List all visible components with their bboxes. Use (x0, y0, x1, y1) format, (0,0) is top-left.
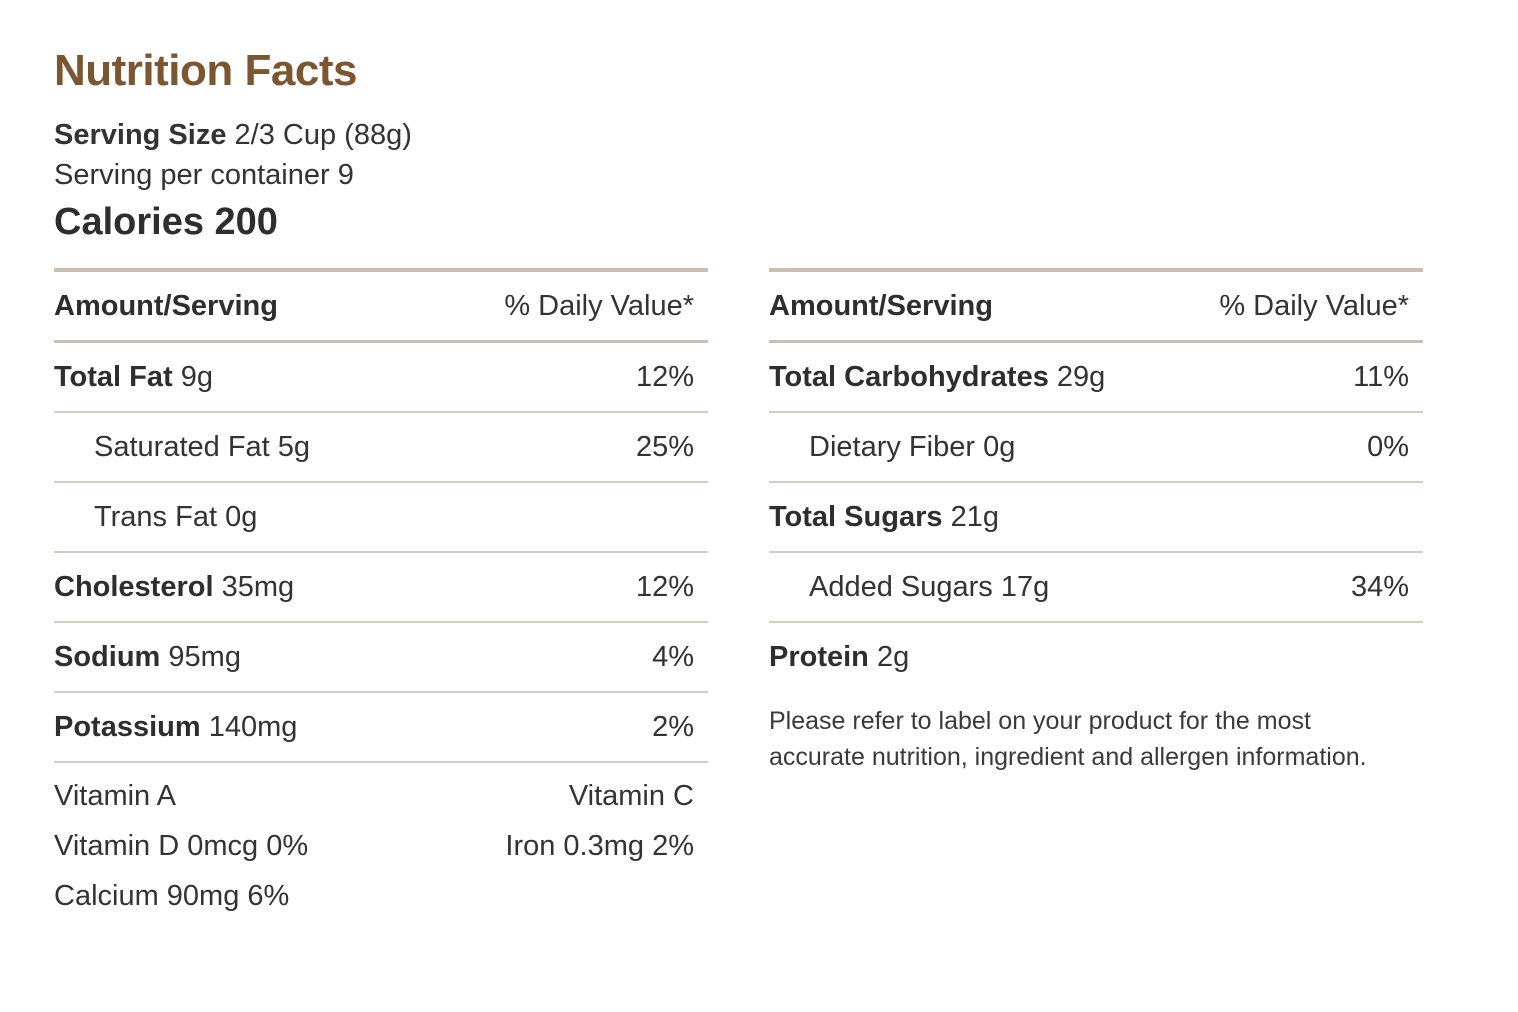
divider (54, 340, 708, 343)
divider (769, 551, 1423, 553)
servings-per-container: Serving per container 9 (54, 159, 354, 191)
nutrient-row-dietary-fiber: Dietary Fiber 0g 0% (769, 413, 1423, 481)
nutrient-amount: 21g (950, 500, 999, 533)
nutrient-name: Saturated Fat (94, 430, 270, 463)
nutrient-daily-value: 4% (652, 640, 694, 673)
vitamin-row: Calcium 90mg 6% (54, 871, 708, 921)
divider (769, 481, 1423, 483)
nutrient-row-total-carbohydrates: Total Carbohydrates 29g 11% (769, 343, 1423, 411)
nutrient-amount: 9g (180, 360, 214, 393)
nutrient-amount: 2g (876, 640, 910, 673)
serving-size-value: 2/3 Cup (88g) (234, 119, 412, 151)
nutrient-row-sodium: Sodium 95mg 4% (54, 623, 708, 691)
table-header: Amount/Serving % Daily Value* (54, 272, 708, 340)
divider (54, 268, 708, 272)
nutrient-name: Total Carbohydrates (769, 360, 1049, 393)
serving-size: Serving Size 2/3 Cup (88g) (54, 116, 412, 154)
vitamin-item: Vitamin C (568, 780, 694, 812)
nutrient-row-cholesterol: Cholesterol 35mg 12% (54, 553, 708, 621)
nutrient-row-potassium: Potassium 140mg 2% (54, 693, 708, 761)
nutrient-daily-value: 12% (635, 360, 694, 393)
nutrient-amount: 29g (1056, 360, 1106, 393)
nutrient-row-protein: Protein 2g (769, 623, 1423, 691)
vitamin-item: Vitamin D 0mcg 0% (54, 830, 309, 862)
nutrient-row-added-sugars: Added Sugars 17g 34% (769, 553, 1423, 621)
vitamins-list: Vitamin A Vitamin C Vitamin D 0mcg 0% Ir… (54, 763, 708, 921)
nutrient-name: Dietary Fiber (809, 430, 975, 463)
daily-value-header: % Daily Value* (504, 289, 694, 322)
table-header: Amount/Serving % Daily Value* (769, 272, 1423, 340)
nutrient-name: Total Sugars (769, 500, 943, 533)
nutrient-amount: 95mg (168, 640, 241, 673)
nutrient-row-total-fat: Total Fat 9g 12% (54, 343, 708, 411)
daily-value-header: % Daily Value* (1219, 289, 1409, 322)
nutrient-amount: 35mg (221, 570, 295, 603)
nutrient-name: Potassium (54, 710, 201, 743)
nutrient-daily-value: 34% (1350, 570, 1409, 603)
vitamin-row: Vitamin A Vitamin C (54, 771, 708, 821)
nutrient-amount: 140mg (208, 710, 298, 743)
nutrition-panel-left: Amount/Serving % Daily Value* Total Fat … (54, 268, 708, 921)
nutrient-name: Sodium (54, 640, 161, 673)
nutrient-name: Protein (769, 640, 869, 673)
nutrient-row-saturated-fat: Saturated Fat 5g 25% (54, 413, 708, 481)
nutrient-amount: 5g (277, 430, 311, 463)
nutrient-amount: 0g (983, 430, 1016, 463)
divider (769, 411, 1423, 413)
page-title: Nutrition Facts (54, 46, 357, 95)
nutrient-daily-value: 25% (635, 430, 694, 463)
nutrient-daily-value: 11% (1353, 360, 1409, 393)
divider (54, 621, 708, 623)
nutrient-daily-value: 0% (1367, 430, 1409, 463)
nutrient-name: Trans Fat (94, 500, 218, 533)
divider (54, 411, 708, 413)
serving-size-label: Serving Size (54, 119, 227, 151)
nutrient-amount: 17g (1000, 570, 1050, 603)
nutrient-row-trans-fat: Trans Fat 0g (54, 483, 708, 551)
divider (54, 761, 708, 763)
nutrient-amount: 0g (225, 500, 258, 533)
nutrient-daily-value: 12% (635, 570, 694, 603)
vitamin-item: Vitamin A (54, 780, 176, 812)
divider (769, 621, 1423, 623)
amount-per-serving-header: Amount/Serving (54, 289, 278, 322)
divider (769, 340, 1423, 343)
vitamin-item: Calcium 90mg 6% (54, 880, 290, 912)
nutrient-name: Added Sugars (809, 570, 993, 603)
divider (769, 268, 1423, 272)
vitamin-item: Iron 0.3mg 2% (505, 830, 694, 862)
nutrient-name: Cholesterol (54, 570, 214, 603)
divider (54, 691, 708, 693)
nutrient-row-total-sugars: Total Sugars 21g (769, 483, 1423, 551)
nutrition-panel-right: Amount/Serving % Daily Value* Total Carb… (769, 268, 1423, 775)
calories: Calories 200 (54, 201, 278, 243)
vitamin-row: Vitamin D 0mcg 0% Iron 0.3mg 2% (54, 821, 708, 871)
divider (54, 481, 708, 483)
nutrient-name: Total Fat (54, 360, 173, 393)
nutrient-daily-value: 2% (652, 710, 694, 743)
amount-per-serving-header: Amount/Serving (769, 289, 993, 322)
disclaimer: Please refer to label on your product fo… (769, 707, 1367, 771)
divider (54, 551, 708, 553)
